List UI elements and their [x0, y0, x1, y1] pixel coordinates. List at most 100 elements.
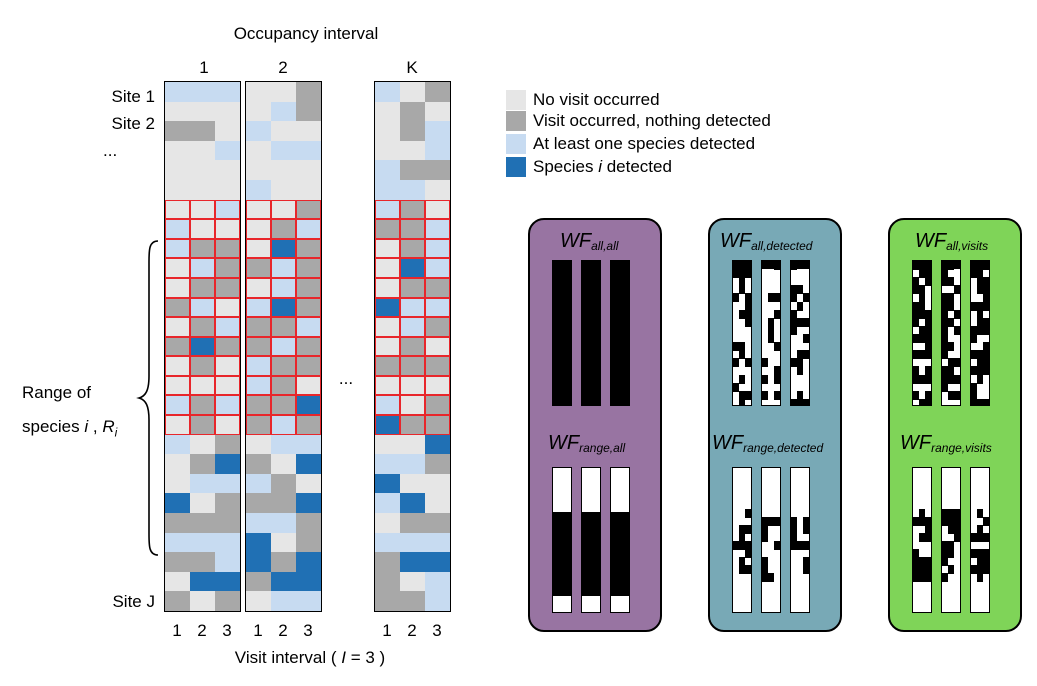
wf-pixel [977, 358, 983, 367]
wf-fill [611, 261, 629, 405]
grid-cell [246, 376, 271, 395]
grid-cell [271, 415, 296, 435]
wf-pixel [733, 342, 739, 351]
wf-pixel [762, 565, 768, 574]
wf-pixel [948, 318, 954, 327]
wf-pixel [925, 557, 931, 566]
wf-pixel [977, 285, 983, 294]
wf-pixel [913, 302, 919, 311]
grid-cell [246, 160, 271, 180]
grid-cell [215, 82, 240, 102]
wf-pixel [913, 391, 919, 400]
panel-detected-top-title: WFall,detected [720, 230, 813, 253]
interval-label-2: 2 [278, 58, 288, 77]
grid-cell [296, 435, 321, 454]
wf-pixel [954, 375, 960, 384]
legend-text-visit-some: At least one species detected [533, 134, 756, 153]
grid-cell [400, 258, 425, 278]
grid-cell [271, 552, 296, 572]
grid-cell [190, 317, 215, 337]
grid-cell [165, 454, 190, 474]
grid-cell [271, 356, 296, 376]
wf-pixel [739, 350, 745, 359]
occupancy-grid-2 [245, 81, 322, 612]
grid-cell [400, 533, 425, 552]
wf-bar [970, 260, 990, 406]
wf-pixel [954, 285, 960, 294]
wf-pixel [977, 350, 983, 359]
grid-cell [215, 474, 240, 493]
grid-cell [165, 102, 190, 121]
grid-cell [246, 82, 271, 102]
wf-pixel [803, 350, 809, 359]
grid-cell [375, 395, 400, 415]
grid-cell [190, 572, 215, 591]
occupancy-grid-1 [164, 81, 241, 612]
wf-pixel [803, 318, 809, 327]
grid-cell [215, 356, 240, 376]
wf-fill [553, 512, 571, 596]
wf-pixel [971, 334, 977, 343]
wf-pixel [739, 525, 745, 534]
grid-cell [296, 337, 321, 356]
panel-all-bottom-title: WFrange,all [548, 432, 626, 455]
wf-pixel [739, 399, 745, 405]
wf-pixel [919, 350, 925, 359]
grid-cell [296, 160, 321, 180]
wf-pixel [948, 366, 954, 375]
wf-pixel [925, 391, 931, 400]
wf-pixel [762, 533, 768, 542]
wf-pixel [768, 334, 774, 343]
grid-cell [375, 454, 400, 474]
wf-pixel [745, 302, 751, 311]
grid-cell [400, 317, 425, 337]
grid-cell [375, 141, 400, 160]
wf-pixel [983, 318, 989, 327]
grid-cell [246, 298, 271, 317]
grid-cell [400, 591, 425, 611]
wf-pixel [762, 525, 768, 534]
wf-pixel [797, 399, 803, 405]
wf-pixel [745, 269, 751, 278]
grid-cell [375, 200, 400, 219]
grid-cell [215, 141, 240, 160]
grid-cell [215, 317, 240, 337]
grid-cell [271, 298, 296, 317]
wf-fill [582, 261, 600, 405]
grid-cell [425, 356, 450, 376]
wf-pixel [977, 525, 983, 534]
grid-cell [165, 435, 190, 454]
wf-pixel [733, 358, 739, 367]
wf-pixel [919, 533, 925, 542]
wf-pixel [739, 310, 745, 319]
occupancy-interval-title: Occupancy interval [233, 24, 379, 43]
wf-pixel [942, 549, 948, 558]
wf-pixel [774, 310, 780, 319]
grid-cell [296, 572, 321, 591]
grid-cell [190, 415, 215, 435]
wf-pixel [925, 573, 931, 582]
wf-pixel [919, 293, 925, 302]
grid-cell [246, 474, 271, 493]
grid-cell [296, 454, 321, 474]
wf-bar [790, 260, 810, 406]
wf-pixel [983, 342, 989, 351]
wf-bar [941, 260, 961, 406]
grid-cell [190, 141, 215, 160]
grid-cell [271, 591, 296, 611]
interval-label-1: 1 [199, 58, 209, 77]
grid-cell [425, 219, 450, 239]
grid-cell [425, 572, 450, 591]
wf-pixel [745, 549, 751, 558]
grid-cell [296, 415, 321, 435]
grid-cell [296, 102, 321, 121]
grid-cell [375, 239, 400, 258]
wf-pixel [977, 310, 983, 319]
grid-cell [425, 395, 450, 415]
grid-cell [215, 239, 240, 258]
wf-pixel [925, 326, 931, 335]
wf-pixel [971, 366, 977, 375]
wf-pixel [791, 533, 797, 542]
wf-pixel [913, 366, 919, 375]
grid-cell [215, 552, 240, 572]
